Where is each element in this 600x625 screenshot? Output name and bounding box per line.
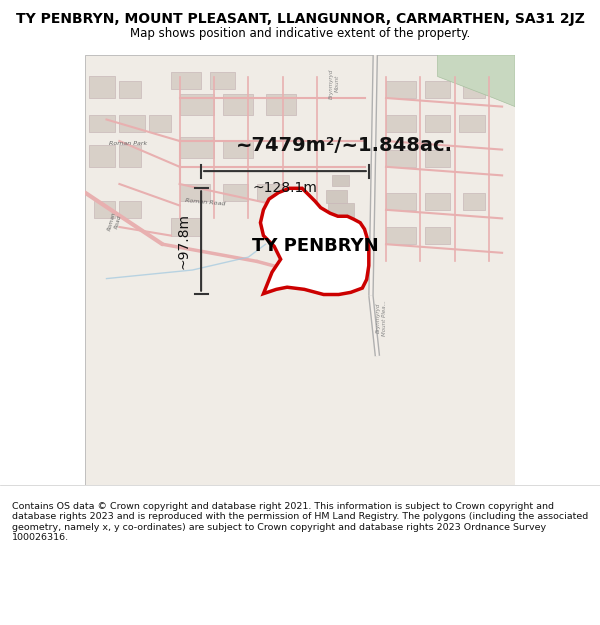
Text: Contains OS data © Crown copyright and database right 2021. This information is : Contains OS data © Crown copyright and d… [12, 502, 588, 542]
Bar [386, 227, 416, 244]
Bar [171, 218, 201, 236]
Bar [386, 81, 416, 98]
Bar [386, 115, 416, 132]
Bar [179, 184, 210, 201]
Bar [326, 191, 347, 203]
Bar [425, 115, 451, 132]
Text: TY PENBRYN, MOUNT PLEASANT, LLANGUNNOR, CARMARTHEN, SA31 2JZ: TY PENBRYN, MOUNT PLEASANT, LLANGUNNOR, … [16, 12, 584, 26]
Bar [94, 201, 115, 218]
Bar [89, 76, 115, 98]
Bar [210, 72, 235, 89]
Polygon shape [437, 55, 515, 107]
Bar [386, 192, 416, 210]
Text: Roman Road: Roman Road [185, 198, 226, 206]
Bar [302, 227, 323, 270]
Text: Roman
Road: Roman Road [107, 211, 123, 232]
Bar [223, 141, 253, 158]
Bar [179, 94, 214, 115]
Bar [332, 176, 349, 186]
Bar [89, 145, 115, 167]
Bar [119, 145, 141, 167]
Bar [425, 81, 451, 98]
Bar [425, 149, 451, 167]
Bar [328, 203, 354, 221]
Bar [179, 137, 214, 158]
Text: ~7479m²/~1.848ac.: ~7479m²/~1.848ac. [235, 136, 452, 155]
Bar [171, 72, 201, 89]
Bar [223, 94, 253, 115]
Bar [463, 192, 485, 210]
Text: Roman Park: Roman Park [109, 141, 147, 146]
Text: Map shows position and indicative extent of the property.: Map shows position and indicative extent… [130, 27, 470, 39]
Bar [119, 115, 145, 132]
Bar [459, 115, 485, 132]
Bar [89, 115, 115, 132]
Text: Brynmyryd
Mount: Brynmyryd Mount [329, 69, 340, 99]
Bar [119, 201, 141, 218]
Text: ~128.1m: ~128.1m [253, 181, 317, 195]
Text: TY PENBRYN: TY PENBRYN [252, 238, 379, 256]
Polygon shape [260, 188, 369, 294]
Text: Brynmyryd
Mount Plea...: Brynmyryd Mount Plea... [376, 299, 387, 336]
Bar [149, 115, 171, 132]
Bar [223, 184, 248, 201]
Bar [463, 81, 485, 98]
Bar [257, 184, 283, 201]
Bar [386, 149, 416, 167]
Text: ~97.8m: ~97.8m [177, 213, 191, 269]
Bar [425, 192, 451, 210]
Bar [266, 94, 296, 115]
Bar [119, 81, 141, 98]
Bar [425, 227, 451, 244]
